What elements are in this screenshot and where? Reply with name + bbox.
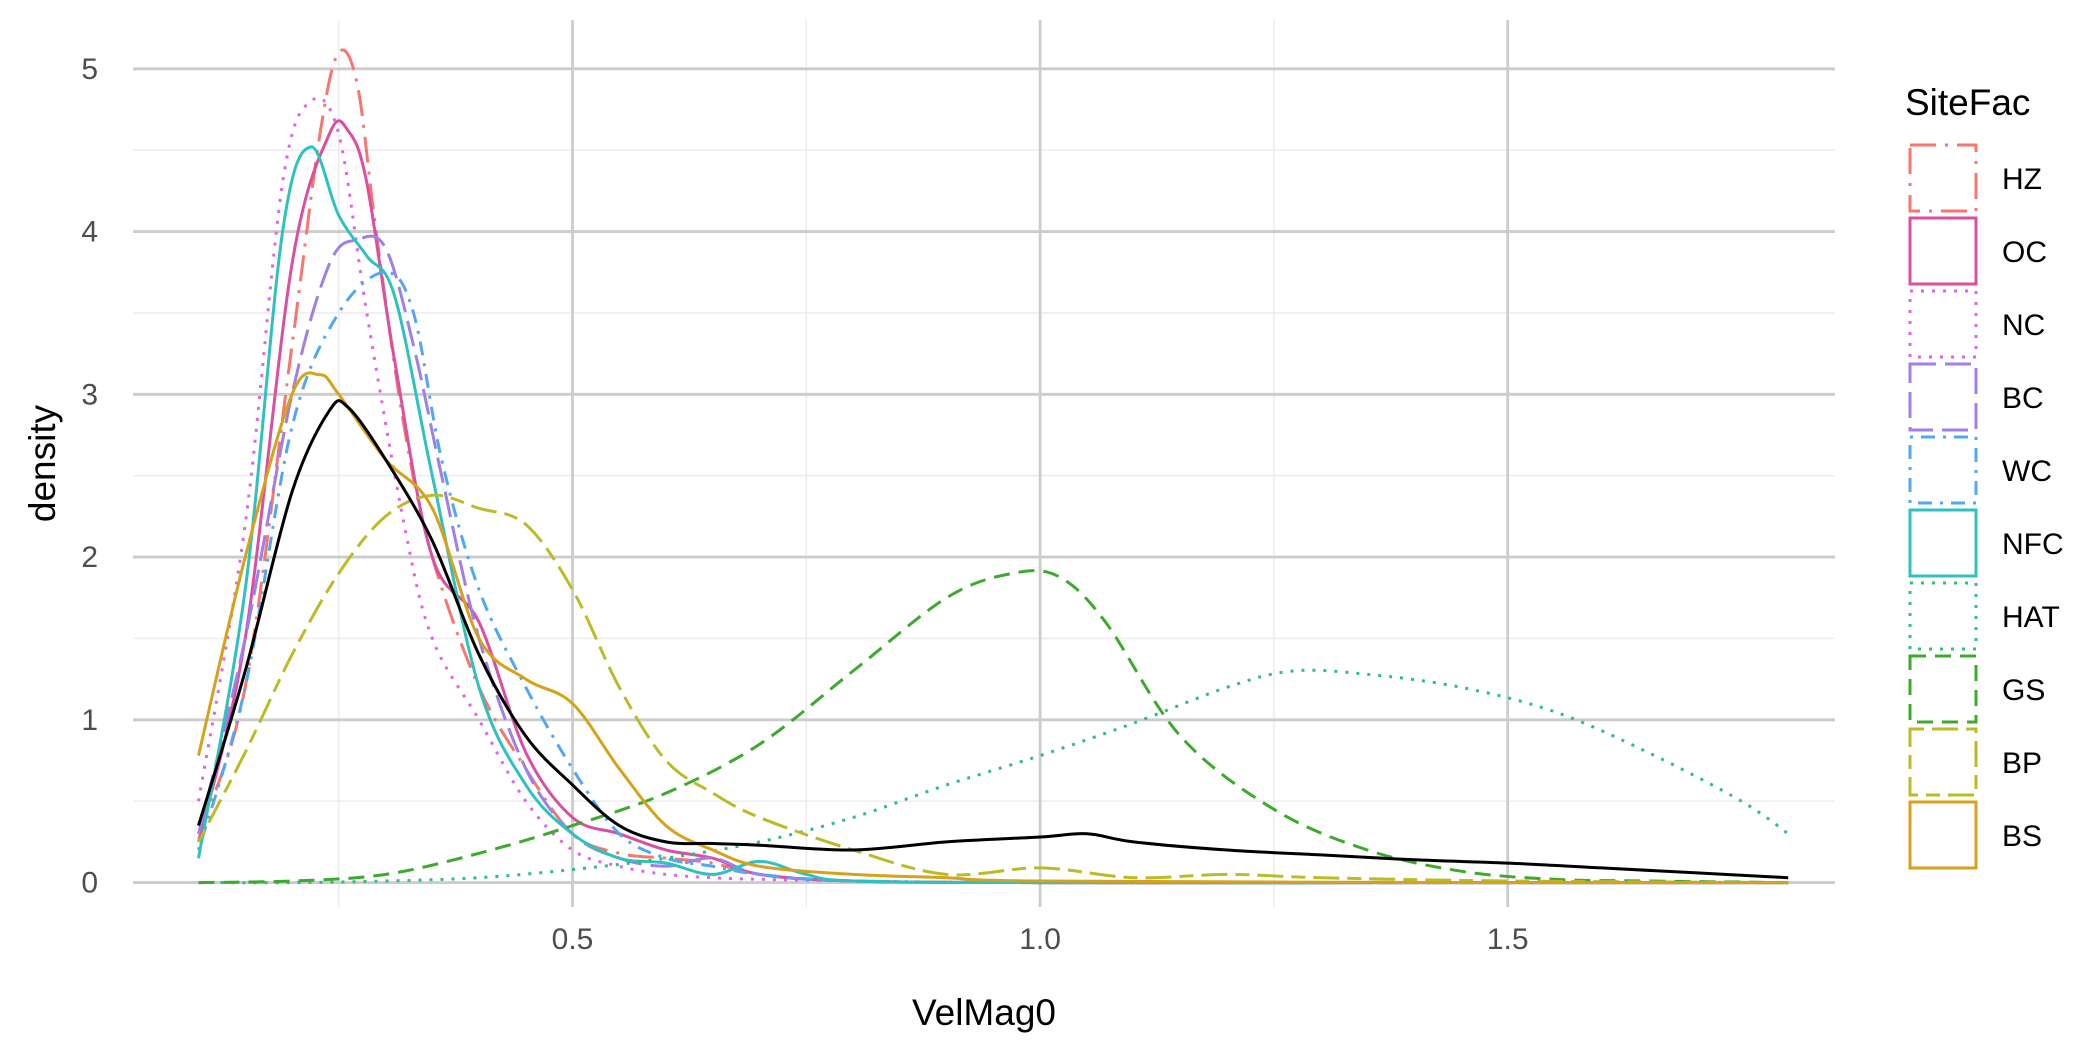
series-line-nfc bbox=[197, 145, 1789, 885]
legend-label: BC bbox=[2002, 382, 2044, 415]
tick-labels: 0.5 1.0 1.5 0 1 2 3 4 5 bbox=[81, 53, 1528, 956]
y-tick-label: 3 bbox=[81, 378, 98, 411]
x-tick-label: 0.5 bbox=[552, 923, 594, 956]
series-line-gs bbox=[198, 569, 1789, 885]
series-lines bbox=[197, 48, 1790, 885]
series-line-hat bbox=[198, 668, 1790, 885]
series-line-nc bbox=[197, 96, 1789, 885]
legend-item-gs: GS bbox=[1908, 654, 2045, 724]
legend-item-nfc: NFC bbox=[1908, 508, 2064, 578]
legend-label: NC bbox=[2002, 309, 2045, 342]
legend-key bbox=[1908, 581, 1978, 651]
series-line-bs bbox=[197, 371, 1789, 885]
y-axis-title: density bbox=[22, 404, 63, 522]
series-line-bc bbox=[197, 234, 1789, 885]
series-line-hz bbox=[197, 48, 1789, 885]
legend-title: SiteFac bbox=[1905, 82, 2030, 123]
legend-key bbox=[1908, 362, 1978, 432]
legend: SiteFac HZ OC NC BC WC NFC HAT GS BP BS bbox=[1905, 82, 2064, 870]
legend-item-hat: HAT bbox=[1908, 581, 2060, 651]
series-line-overall bbox=[197, 399, 1789, 880]
legend-key bbox=[1908, 727, 1978, 797]
legend-item-bs: BS bbox=[1908, 800, 2042, 870]
y-tick-label: 2 bbox=[81, 541, 98, 574]
y-tick-label: 4 bbox=[81, 216, 98, 249]
y-tick-label: 5 bbox=[81, 53, 98, 86]
x-tick-label: 1.0 bbox=[1019, 923, 1061, 956]
legend-key bbox=[1908, 435, 1978, 505]
y-tick-label: 1 bbox=[81, 704, 98, 737]
legend-item-bc: BC bbox=[1908, 362, 2044, 432]
legend-label: BS bbox=[2002, 820, 2042, 853]
x-tick-label: 1.5 bbox=[1487, 923, 1529, 956]
legend-label: WC bbox=[2002, 455, 2052, 488]
legend-key bbox=[1908, 289, 1978, 359]
legend-label: BP bbox=[2002, 747, 2042, 780]
x-axis-title: VelMag0 bbox=[912, 992, 1056, 1033]
legend-item-hz: HZ bbox=[1908, 143, 2042, 213]
legend-label: NFC bbox=[2002, 528, 2064, 561]
y-tick-label: 0 bbox=[81, 867, 98, 900]
legend-label: GS bbox=[2002, 674, 2045, 707]
legend-label: HZ bbox=[2002, 163, 2042, 196]
legend-item-bp: BP bbox=[1908, 727, 2042, 797]
legend-key bbox=[1908, 800, 1978, 870]
legend-label: OC bbox=[2002, 236, 2047, 269]
legend-item-nc: NC bbox=[1908, 289, 2045, 359]
legend-key bbox=[1908, 216, 1978, 286]
legend-key bbox=[1908, 508, 1978, 578]
legend-key bbox=[1908, 654, 1978, 724]
series-line-bp bbox=[197, 493, 1789, 885]
legend-label: HAT bbox=[2002, 601, 2060, 634]
legend-item-oc: OC bbox=[1908, 216, 2047, 286]
legend-key bbox=[1908, 143, 1978, 213]
legend-item-wc: WC bbox=[1908, 435, 2052, 505]
series-line-wc bbox=[197, 270, 1789, 885]
